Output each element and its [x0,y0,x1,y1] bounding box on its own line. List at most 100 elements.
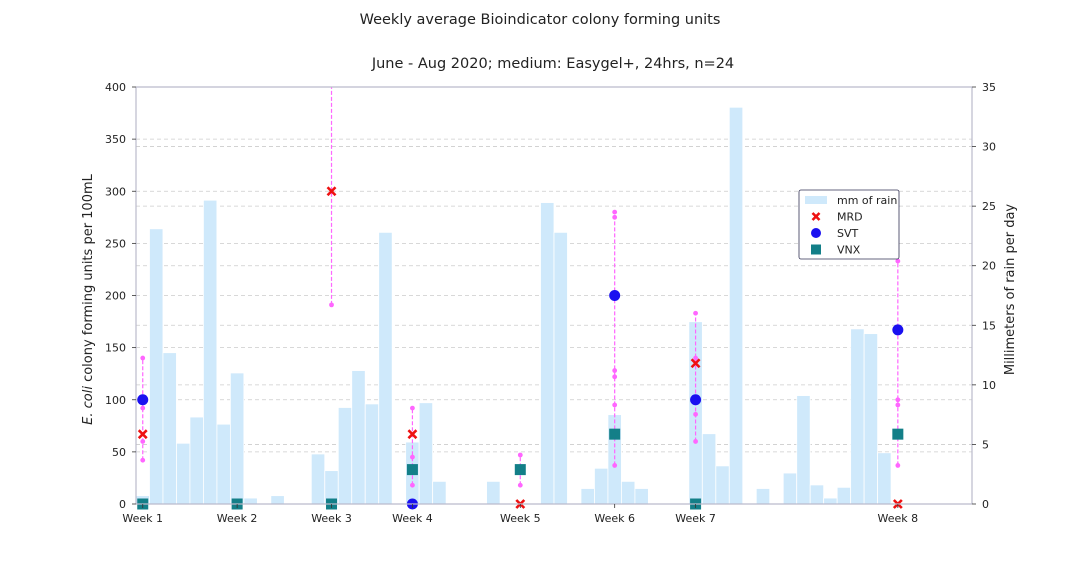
x-tick-label: Week 5 [500,512,541,525]
rain-bar [486,480,501,505]
rain-bar [728,106,744,505]
rain-bar [378,231,393,505]
rain-bar [162,352,177,505]
error-bar-point [612,209,618,215]
rain-bar [337,407,353,505]
rain-bar [418,402,434,505]
rain-bar [863,333,879,505]
mrd-marker-stroke [407,429,418,440]
y-tick-label: 200 [105,290,126,303]
y2-tick-label: 35 [982,81,996,94]
y-tick-label: 400 [105,81,126,94]
rain-bar [850,328,865,505]
y2-tick-label: 30 [982,141,996,154]
legend: mm of rain MRD SVT VNX [798,189,900,260]
x-tick-label: Week 8 [878,512,919,525]
mrd-marker [407,429,418,440]
legend-box [798,189,900,260]
rain-bar [836,486,852,505]
x-tick-label: Week 2 [217,512,258,525]
error-bar-point [410,482,415,488]
legend-marker-svt [811,228,821,238]
error-bar-point [693,411,698,417]
x-tick-label: Week 7 [675,512,716,525]
legend-marker-vnx [811,244,821,255]
rain-bar [715,465,730,505]
rain-bar [229,372,245,505]
rain-bar [580,488,595,505]
y-tick-label: 250 [105,237,126,250]
error-bar-point [612,368,618,373]
y-axis-label-rest: colony forming units per 100mL [81,173,96,386]
svt-marker [137,394,149,406]
mrd-marker [811,212,821,221]
error-bar-point [693,310,698,316]
rain-bar [796,395,811,505]
vnx-marker [514,464,526,476]
rain-bar [176,442,191,505]
vnx-marker [609,428,621,440]
rain-bar [823,497,838,505]
error-bar-point [517,452,523,458]
svt-marker [609,290,621,301]
error-bar-point [329,302,334,308]
error-bar-point [612,463,618,468]
rain-bar [432,480,447,505]
legend-label: MRD [837,211,863,224]
error-bar-point [612,402,618,408]
chart-subtitle: June - Aug 2020; medium: Easygel+, 24hrs… [371,56,734,72]
error-bar-point [693,355,698,361]
y-tick-label: 350 [105,133,126,146]
error-bar-point [140,439,146,444]
vnx-marker [406,464,418,476]
rain-bar [540,202,555,505]
rain-bar [216,423,231,505]
legend-label: SVT [837,227,859,240]
legend-label: mm of rain [837,194,897,207]
chart-title: Weekly average Bioindicator colony formi… [360,12,721,28]
y-tick-label: 300 [105,185,126,198]
y2-tick-label: 0 [982,498,989,511]
rain-bar [594,467,609,505]
mrd-marker-stroke [326,186,337,197]
rain-bar [621,480,636,505]
error-bar-point [895,397,901,403]
y-tick-label: 100 [105,394,126,407]
rain-bar [203,199,218,505]
error-bar-point [140,355,146,361]
axes: 0 50 100 150 200 250 300 350 400 0 5 10 15 20 25 30 35 We… [81,81,1018,525]
error-bar-point [410,405,415,411]
y-axis-label-italic: E. coli [81,386,96,425]
rain-bar [701,433,717,505]
error-bar-point [410,454,415,460]
rain-bar [553,231,568,505]
y2-axis-label: Millimeters of rain per day [1003,204,1018,376]
y2-tick-label: 25 [982,200,996,213]
vnx-marker [892,428,904,440]
error-bar-point [895,402,901,408]
rain-bar [310,453,326,505]
mrd-marker-stroke [137,429,148,440]
error-bar-point [693,439,698,444]
y-axis-label: E. coli colony forming units per 100mL [81,173,96,425]
rain-bar [351,370,366,505]
mrd-marker [690,358,701,369]
y-tick-label: 0 [119,498,126,511]
x-tick-label: Week 3 [311,512,352,525]
y2-tick-label: 20 [982,260,996,273]
error-bars [140,87,901,488]
svt-marker [892,324,904,336]
x-tick-label: Week 4 [392,512,433,525]
error-bar-point [895,258,901,264]
svt-marker [690,394,702,406]
y2-tick-label: 5 [982,438,989,451]
rain-bar [877,452,892,505]
x-tick-label: Week 1 [122,512,163,525]
x-tick-label: Week 6 [594,512,635,525]
rain-bar [364,403,380,505]
error-bar-point [612,214,618,220]
mrd-marker [326,186,337,197]
mrd-marker-stroke [811,212,821,221]
